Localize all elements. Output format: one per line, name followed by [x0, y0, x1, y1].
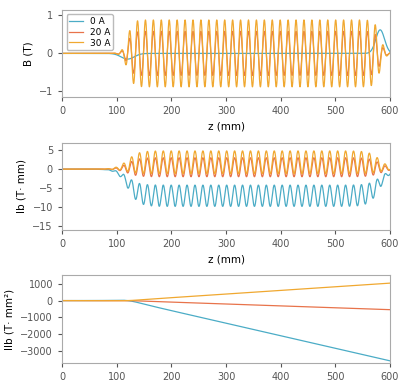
30 A: [278, 17, 282, 22]
X-axis label: z (mm): z (mm): [208, 122, 244, 132]
0 A: [60, 51, 64, 56]
Line: 0 A: 0 A: [62, 30, 390, 59]
20 A: [254, 30, 258, 35]
Line: 30 A: 30 A: [62, 20, 390, 87]
0 A: [254, 51, 258, 56]
30 A: [268, 48, 273, 53]
30 A: [388, 50, 392, 55]
0 A: [378, 28, 382, 32]
0 A: [320, 51, 325, 56]
0 A: [178, 51, 183, 56]
20 A: [278, 29, 282, 34]
30 A: [60, 51, 64, 56]
0 A: [388, 49, 392, 54]
X-axis label: z (mm): z (mm): [208, 255, 244, 265]
0 A: [268, 51, 273, 56]
30 A: [178, 83, 183, 88]
20 A: [388, 51, 392, 55]
Legend: 0 A, 20 A, 30 A: 0 A, 20 A, 30 A: [66, 14, 113, 50]
Line: 20 A: 20 A: [62, 31, 390, 75]
Y-axis label: IIb (T· mm²): IIb (T· mm²): [5, 289, 15, 350]
X-axis label: z (mm): z (mm): [208, 387, 244, 388]
30 A: [303, 33, 308, 38]
20 A: [60, 51, 64, 56]
20 A: [268, 49, 273, 54]
20 A: [178, 72, 183, 77]
30 A: [320, 74, 325, 78]
20 A: [303, 39, 308, 44]
Y-axis label: Ib (T· mm): Ib (T· mm): [17, 159, 27, 213]
0 A: [303, 51, 308, 56]
30 A: [254, 19, 258, 23]
0 A: [125, 57, 130, 61]
20 A: [320, 66, 325, 71]
30 A: [290, 85, 294, 89]
0 A: [76, 51, 81, 56]
20 A: [290, 73, 294, 78]
30 A: [76, 51, 81, 56]
Y-axis label: B (T): B (T): [23, 41, 33, 66]
20 A: [76, 51, 81, 56]
